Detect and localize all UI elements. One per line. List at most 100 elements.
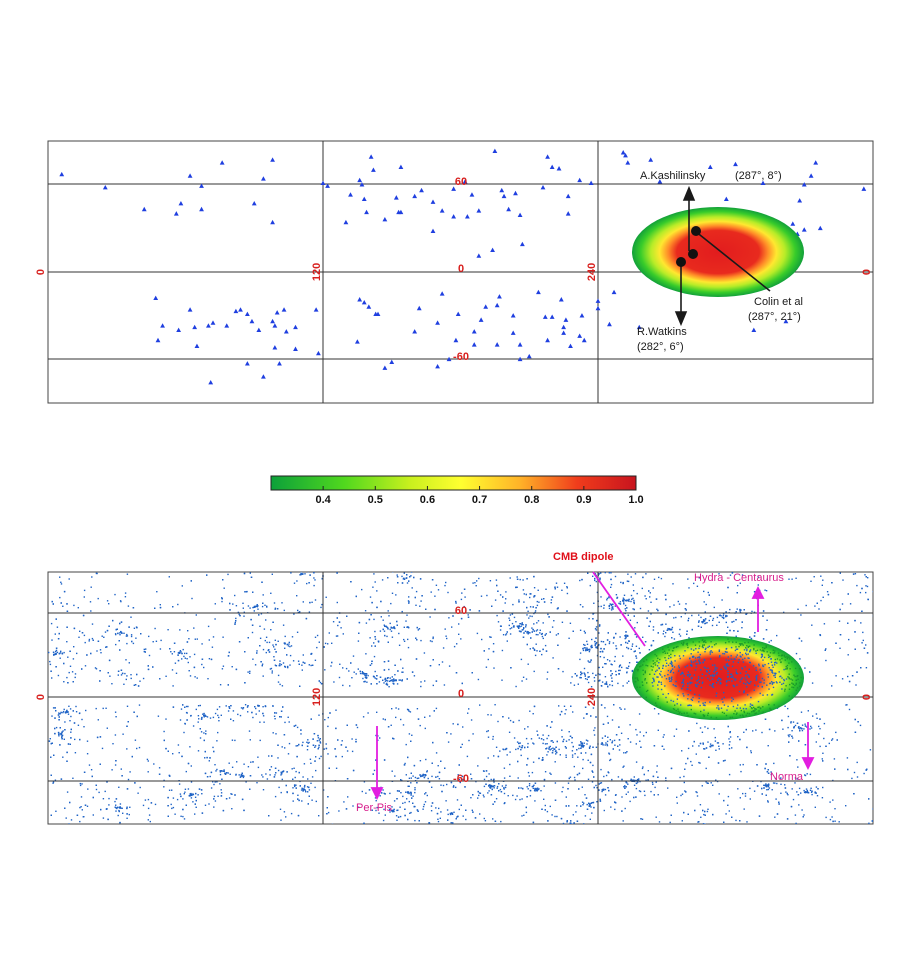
galaxy-point xyxy=(71,671,74,673)
galaxy-point xyxy=(580,677,582,679)
galaxy-point xyxy=(386,684,389,686)
galaxy-point xyxy=(528,775,530,777)
galaxy-point xyxy=(545,588,547,590)
galaxy-point xyxy=(557,644,559,646)
galaxy-point xyxy=(605,774,608,777)
galaxy-point xyxy=(582,649,585,652)
galaxy-point xyxy=(796,759,798,761)
galaxy-point xyxy=(352,769,355,772)
galaxy-point xyxy=(351,750,354,753)
ellipse-galaxy-points xyxy=(634,638,803,719)
galaxy-point xyxy=(346,778,349,780)
galaxy-point xyxy=(704,810,706,813)
galaxy-point xyxy=(130,674,132,676)
galaxy-point xyxy=(274,608,276,610)
galaxy-point xyxy=(538,601,540,603)
galaxy-point xyxy=(599,578,601,581)
galaxy-point xyxy=(400,718,402,721)
galaxy-point xyxy=(124,592,127,594)
galaxy-point xyxy=(790,722,792,724)
galaxy-point xyxy=(225,705,227,707)
galaxy-point xyxy=(829,801,831,803)
galaxy-point xyxy=(798,637,801,640)
galaxy-point xyxy=(552,741,554,743)
galaxy-point xyxy=(135,637,137,639)
galaxy-point xyxy=(173,642,176,644)
galaxy-point xyxy=(376,675,378,677)
galaxy-point xyxy=(470,778,473,780)
galaxy-point xyxy=(270,667,273,670)
galaxy-point xyxy=(400,779,402,781)
galaxy-point xyxy=(462,778,464,781)
galaxy-point xyxy=(729,731,731,733)
triangle-marker xyxy=(577,333,583,338)
galaxy-point xyxy=(832,820,834,823)
galaxy-point xyxy=(265,619,267,621)
galaxy-point xyxy=(133,684,135,686)
galaxy-point xyxy=(671,637,673,639)
galaxy-point xyxy=(425,758,427,761)
galaxy-point xyxy=(388,808,391,811)
galaxy-point xyxy=(609,739,611,741)
galaxy-point xyxy=(216,768,218,771)
galaxy-point xyxy=(311,664,314,666)
galaxy-point xyxy=(401,582,404,584)
galaxy-point xyxy=(524,746,526,749)
galaxy-point xyxy=(124,672,126,675)
galaxy-point xyxy=(318,641,320,643)
galaxy-point xyxy=(195,806,197,808)
galaxy-point xyxy=(114,800,116,803)
galaxy-point xyxy=(593,676,596,679)
galaxy-point xyxy=(776,782,778,785)
galaxy-point xyxy=(148,635,150,638)
galaxy-point xyxy=(607,787,609,789)
galaxy-point xyxy=(724,831,725,832)
galaxy-point xyxy=(434,595,436,597)
galaxy-point xyxy=(595,716,597,718)
galaxy-point xyxy=(811,682,814,684)
galaxy-point xyxy=(508,624,510,627)
galaxy-point xyxy=(825,648,827,650)
galaxy-point xyxy=(806,789,808,792)
galaxy-point xyxy=(254,706,256,708)
galaxy-point xyxy=(65,712,67,714)
galaxy-point xyxy=(533,648,536,650)
galaxy-point xyxy=(147,819,149,821)
galaxy-point xyxy=(181,755,183,758)
galaxy-point xyxy=(519,578,521,581)
galaxy-point xyxy=(722,615,725,617)
galaxy-point xyxy=(605,683,608,685)
galaxy-point xyxy=(551,740,553,742)
galaxy-point xyxy=(303,789,305,791)
galaxy-point xyxy=(768,784,770,786)
galaxy-point xyxy=(53,653,55,656)
galaxy-point xyxy=(576,749,578,751)
galaxy-point xyxy=(639,740,641,742)
galaxy-point xyxy=(452,822,454,824)
galaxy-point xyxy=(180,708,183,710)
galaxy-point xyxy=(301,573,303,575)
colin-label: Colin et al xyxy=(754,296,803,308)
galaxy-point xyxy=(520,787,522,789)
galaxy-point xyxy=(766,578,768,580)
galaxy-point xyxy=(143,650,145,653)
triangle-marker xyxy=(382,365,388,370)
galaxy-point xyxy=(227,710,230,712)
galaxy-point xyxy=(70,737,72,739)
triangle-marker xyxy=(471,342,477,347)
galaxy-point xyxy=(396,683,399,685)
galaxy-point xyxy=(532,821,535,824)
galaxy-point xyxy=(251,631,254,634)
galaxy-point xyxy=(54,717,56,719)
galaxy-point xyxy=(485,775,488,778)
galaxy-point xyxy=(542,622,544,624)
galaxy-point xyxy=(584,675,586,677)
galaxy-point xyxy=(498,790,500,792)
galaxy-point xyxy=(855,684,857,686)
top-xtick-120: 120 xyxy=(311,263,323,281)
galaxy-point xyxy=(541,808,543,810)
triangle-marker xyxy=(526,353,532,359)
galaxy-point xyxy=(307,778,309,780)
galaxy-point xyxy=(657,794,659,796)
galaxy-point xyxy=(627,614,629,616)
